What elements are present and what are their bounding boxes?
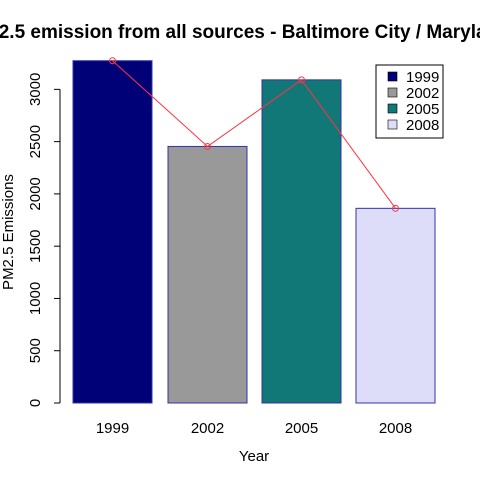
legend-swatch-2008 <box>387 119 398 130</box>
bar-2008 <box>355 207 436 404</box>
trend-point-2002 <box>204 142 211 150</box>
x-tick-label: 1999 <box>96 420 129 437</box>
chart-title: PM2.5 emission from all sources - Baltim… <box>0 22 480 43</box>
y-tick-label: 3000 <box>27 73 44 106</box>
legend-label: 2002 <box>406 85 439 102</box>
legend-swatch-2002 <box>387 87 398 98</box>
trend-point-1999 <box>109 57 116 65</box>
legend-swatch-2005 <box>387 103 398 114</box>
y-tick-label: 500 <box>27 338 44 363</box>
legend-label: 2005 <box>406 101 439 118</box>
legend-label: 1999 <box>406 69 439 86</box>
trend-point-2005 <box>298 76 305 84</box>
y-tick-label: 1500 <box>27 229 44 262</box>
y-tick-label: 2500 <box>27 125 44 158</box>
y-axis-label: PM2.5 Emissions <box>0 174 17 290</box>
y-tick-label: 0 <box>27 399 44 407</box>
trend-point-2008 <box>392 204 399 212</box>
legend-label: 2008 <box>406 117 439 134</box>
x-tick-label: 2005 <box>285 420 318 437</box>
x-tick-label: 2002 <box>191 420 224 437</box>
x-tick-label: 2008 <box>379 420 412 437</box>
y-axis: 0 500 1000 1500 2000 2500 3000 <box>27 73 61 407</box>
trend-overlay <box>109 57 399 212</box>
bar-1999 <box>72 60 153 404</box>
x-axis-label: Year <box>239 448 269 465</box>
bar-2005 <box>261 79 342 404</box>
trend-line <box>112 60 396 209</box>
legend-box <box>375 64 444 139</box>
legend-swatch-1999 <box>387 71 398 82</box>
y-tick-label: 1000 <box>27 282 44 315</box>
bar-2002 <box>167 145 248 404</box>
y-tick-label: 2000 <box>27 177 44 210</box>
x-axis-labels: 1999 2002 2005 2008 <box>96 420 412 437</box>
